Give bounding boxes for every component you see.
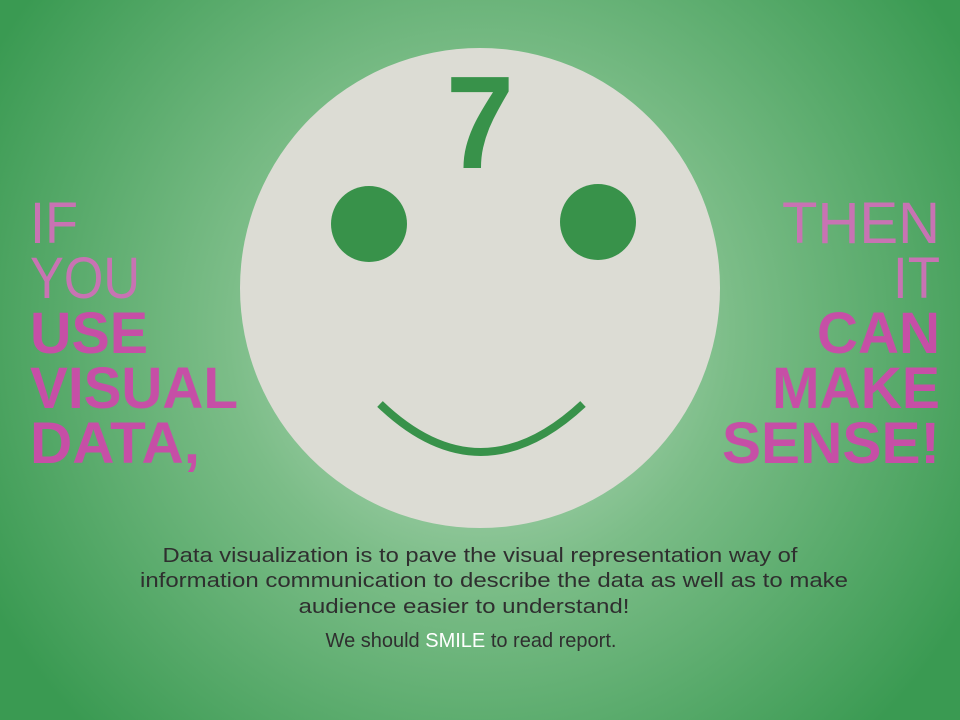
- paragraph-line: information communication to describe th…: [140, 570, 848, 592]
- closing-before: We should: [326, 630, 426, 652]
- right-eye: [560, 184, 636, 260]
- right-line: THEN: [782, 191, 940, 256]
- right-line: SENSE!: [722, 411, 940, 476]
- closing-highlight: SMILE: [425, 630, 485, 652]
- face: [240, 48, 720, 528]
- face-number: 7: [446, 49, 514, 196]
- left-eye: [331, 186, 407, 262]
- left-line: YOU: [30, 246, 140, 311]
- closing-line: We should SMILE to read report.: [326, 630, 617, 652]
- paragraph-line: audience easier to understand!: [299, 596, 630, 618]
- left-line: USE: [30, 301, 148, 366]
- paragraph-line: Data visualization is to pave the visual…: [163, 545, 799, 567]
- right-line: MAKE: [772, 356, 940, 421]
- left-line: VISUAL: [30, 356, 238, 421]
- right-line: IT: [893, 246, 940, 311]
- closing-after: to read report.: [485, 630, 616, 652]
- smile: [377, 401, 586, 456]
- left-line: DATA,: [30, 411, 200, 476]
- right-line: CAN: [817, 301, 940, 366]
- left-line: IF: [30, 191, 78, 256]
